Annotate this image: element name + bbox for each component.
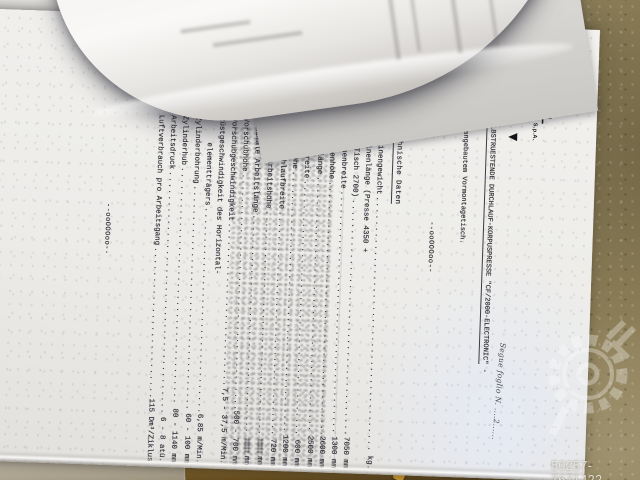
bleed-through-text <box>212 30 303 48</box>
bleed-through-text <box>484 0 499 46</box>
gear-wrench-icon <box>548 319 637 436</box>
bleed-through-text <box>443 0 463 54</box>
bleed-through-text <box>180 19 251 34</box>
bleed-through-text <box>405 0 421 52</box>
listing-id-watermark: 50257-7671422 <box>551 459 603 480</box>
bleed-through-text <box>381 0 401 60</box>
